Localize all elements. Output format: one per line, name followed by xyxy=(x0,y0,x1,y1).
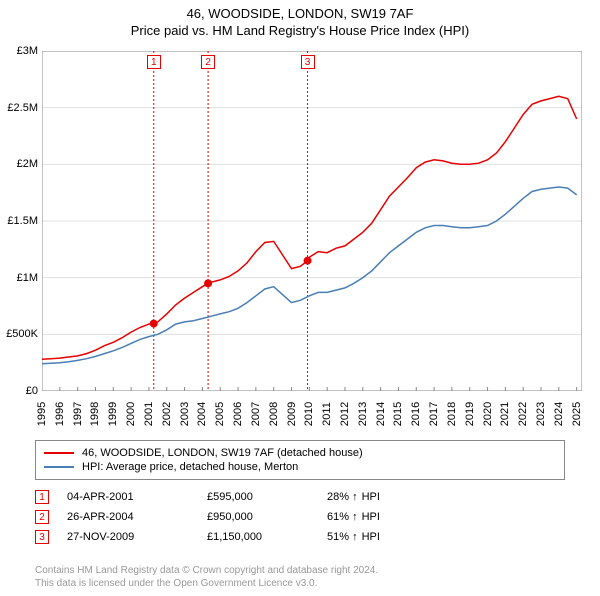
x-tick-label: 2008 xyxy=(268,399,280,429)
transaction-date: 04-APR-2001 xyxy=(67,491,207,503)
transaction-pct: 61% ↑HPI xyxy=(327,511,407,523)
up-arrow-icon: ↑ xyxy=(352,531,358,543)
marker-box: 2 xyxy=(201,55,215,69)
x-tick-label: 1999 xyxy=(107,399,119,429)
footer-line: This data is licensed under the Open Gov… xyxy=(35,577,378,590)
y-tick-label: £0 xyxy=(2,385,38,397)
marker-box: 1 xyxy=(147,55,161,69)
transaction-marker: 3 xyxy=(35,530,49,544)
transaction-price: £1,150,000 xyxy=(207,531,327,543)
up-arrow-icon: ↑ xyxy=(352,491,358,503)
transaction-date: 26-APR-2004 xyxy=(67,511,207,523)
marker-box: 3 xyxy=(301,55,315,69)
legend-text: HPI: Average price, detached house, Mert… xyxy=(82,461,298,473)
transactions-table: 1 04-APR-2001£595,00028% ↑HPI 2 26-APR-2004… xyxy=(35,484,565,550)
x-tick-label: 2023 xyxy=(535,399,547,429)
x-tick-label: 1995 xyxy=(36,399,48,429)
footer-line: Contains HM Land Registry data © Crown c… xyxy=(35,564,378,577)
x-tick-label: 2021 xyxy=(499,399,511,429)
up-arrow-icon: ↑ xyxy=(352,511,358,523)
transaction-price: £950,000 xyxy=(207,511,327,523)
legend-item: 46, WOODSIDE, LONDON, SW19 7AF (detached… xyxy=(44,447,556,459)
transaction-pct: 51% ↑HPI xyxy=(327,531,407,543)
y-tick-label: £500K xyxy=(2,328,38,340)
x-tick-label: 2017 xyxy=(428,399,440,429)
transaction-row: 2 26-APR-2004£950,00061% ↑HPI xyxy=(35,510,565,524)
x-tick-label: 2002 xyxy=(161,399,173,429)
transaction-row: 3 27-NOV-2009£1,150,00051% ↑HPI xyxy=(35,530,565,544)
y-tick-label: £2M xyxy=(2,158,38,170)
x-tick-label: 2019 xyxy=(464,399,476,429)
transaction-pct: 28% ↑HPI xyxy=(327,491,407,503)
x-tick-label: 1998 xyxy=(89,399,101,429)
y-tick-label: £1.5M xyxy=(2,215,38,227)
x-tick-label: 2000 xyxy=(125,399,137,429)
footer: Contains HM Land Registry data © Crown c… xyxy=(35,564,378,590)
transaction-date: 27-NOV-2009 xyxy=(67,531,207,543)
x-tick-label: 2020 xyxy=(482,399,494,429)
x-tick-label: 2011 xyxy=(321,399,333,429)
x-tick-label: 2012 xyxy=(339,399,351,429)
x-tick-label: 2010 xyxy=(303,399,315,429)
transaction-marker: 1 xyxy=(35,490,49,504)
chart-subtitle: Price paid vs. HM Land Registry's House … xyxy=(0,23,600,38)
x-tick-label: 2006 xyxy=(232,399,244,429)
y-tick-label: £2.5M xyxy=(2,102,38,114)
x-tick-label: 2014 xyxy=(375,399,387,429)
chart-area: £0£500K£1M£1.5M£2M£2.5M£3M 123 xyxy=(42,51,582,391)
x-tick-label: 2004 xyxy=(196,399,208,429)
x-tick-label: 2005 xyxy=(214,399,226,429)
y-tick-label: £3M xyxy=(2,45,38,57)
legend-swatch xyxy=(44,466,74,468)
legend: 46, WOODSIDE, LONDON, SW19 7AF (detached… xyxy=(35,440,565,480)
x-tick-label: 2022 xyxy=(517,399,529,429)
x-tick-label: 2018 xyxy=(446,399,458,429)
x-axis-labels: 1995199619971998199920002001200220032004… xyxy=(42,394,582,434)
x-tick-label: 2001 xyxy=(143,399,155,429)
transaction-price: £595,000 xyxy=(207,491,327,503)
chart-container: 46, WOODSIDE, LONDON, SW19 7AF Price pai… xyxy=(0,6,600,596)
y-tick-label: £1M xyxy=(2,272,38,284)
transaction-marker: 2 xyxy=(35,510,49,524)
chart-title: 46, WOODSIDE, LONDON, SW19 7AF xyxy=(0,6,600,21)
transaction-row: 1 04-APR-2001£595,00028% ↑HPI xyxy=(35,490,565,504)
x-tick-label: 1997 xyxy=(72,399,84,429)
legend-text: 46, WOODSIDE, LONDON, SW19 7AF (detached… xyxy=(82,447,363,459)
plot-svg xyxy=(42,51,582,391)
x-tick-label: 2016 xyxy=(410,399,422,429)
x-tick-label: 2009 xyxy=(286,399,298,429)
legend-item: HPI: Average price, detached house, Mert… xyxy=(44,461,556,473)
x-tick-label: 2025 xyxy=(571,399,583,429)
x-tick-label: 2024 xyxy=(553,399,565,429)
x-tick-label: 2013 xyxy=(357,399,369,429)
x-tick-label: 1996 xyxy=(54,399,66,429)
legend-swatch xyxy=(44,452,74,454)
x-tick-label: 2007 xyxy=(250,399,262,429)
x-tick-label: 2015 xyxy=(392,399,404,429)
x-tick-label: 2003 xyxy=(179,399,191,429)
